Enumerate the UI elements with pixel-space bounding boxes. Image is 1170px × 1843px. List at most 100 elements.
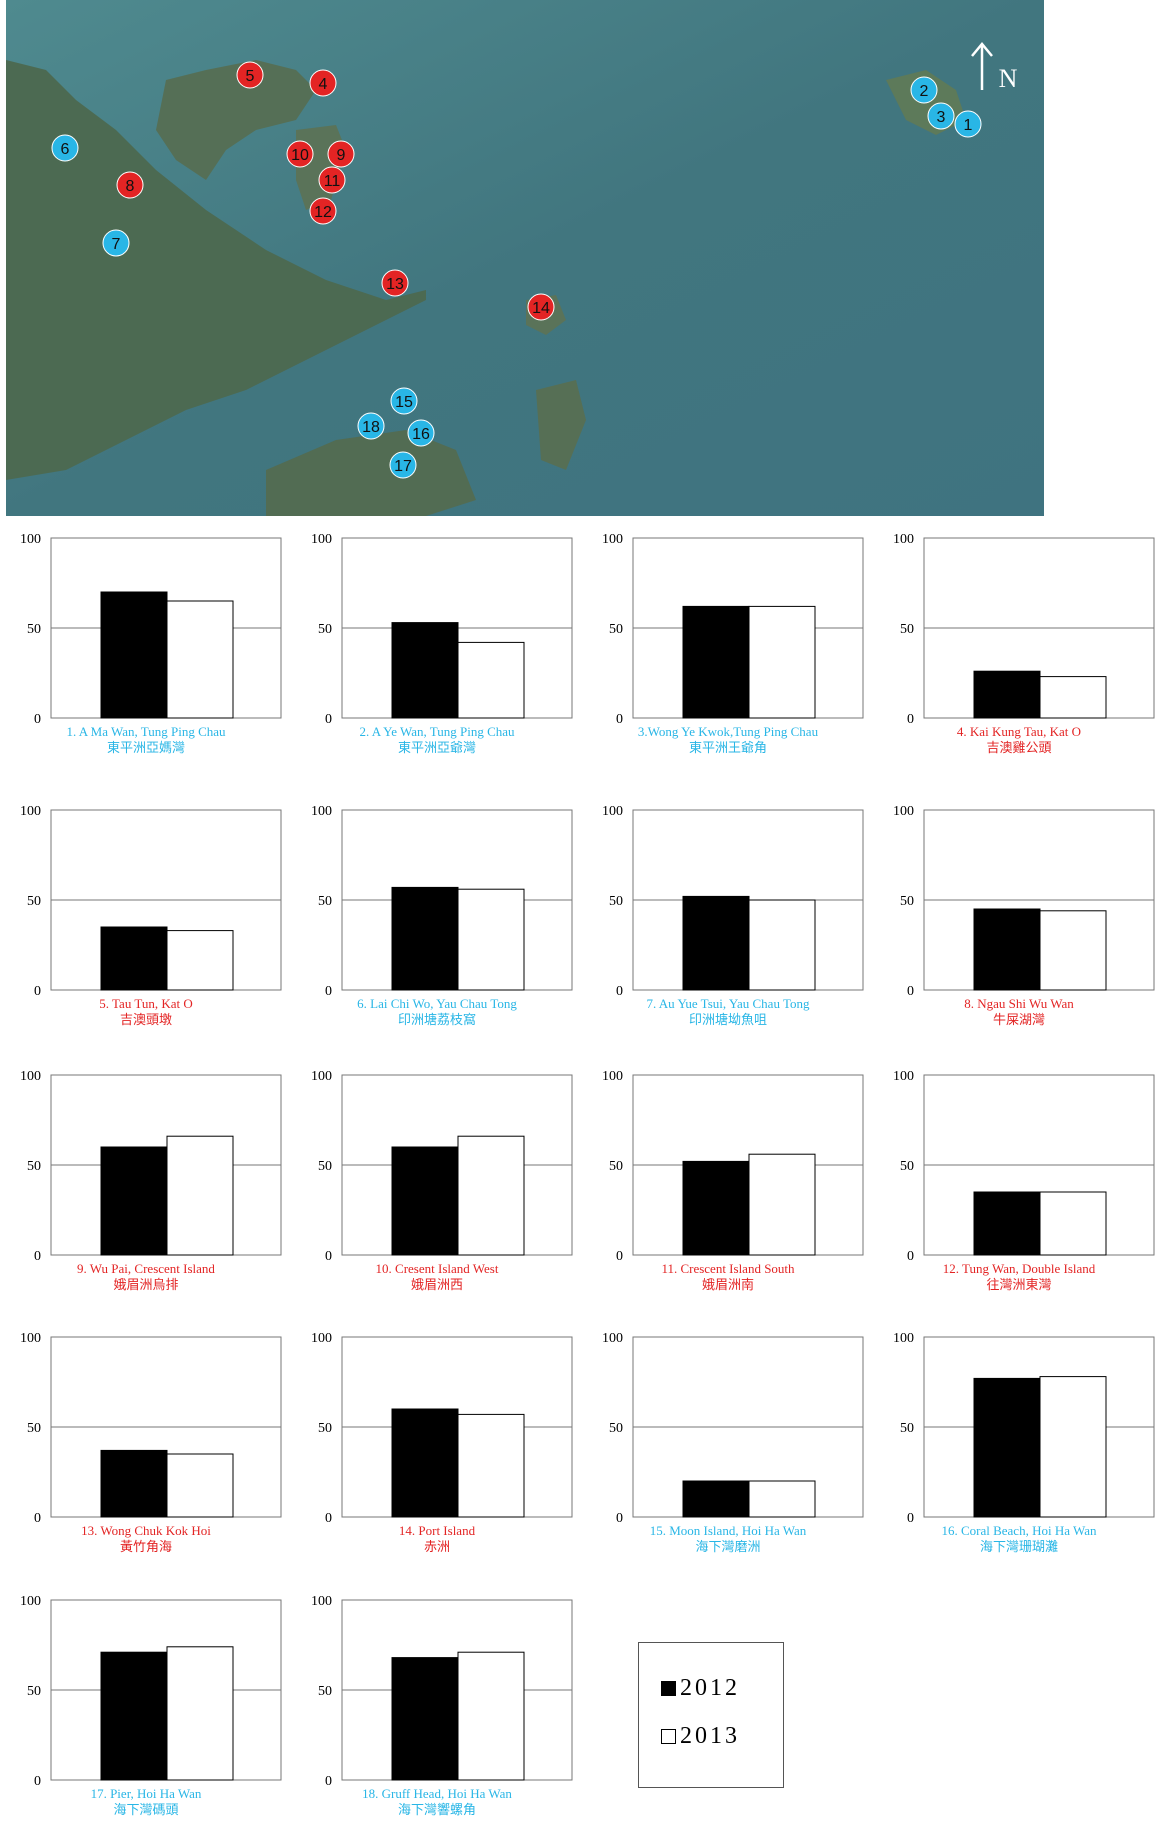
y-tick-label: 50	[900, 622, 914, 637]
bar-2013	[457, 888, 525, 991]
map-marker-11: 11	[318, 166, 346, 194]
map-marker-18: 18	[357, 412, 385, 440]
site-caption-zh: 赤洲	[424, 1540, 450, 1555]
y-tick-label: 100	[20, 532, 41, 547]
peninsula-north	[156, 60, 316, 180]
bar-2013	[166, 600, 234, 719]
y-tick-label: 100	[20, 1594, 41, 1609]
map-marker-number: 13	[386, 276, 404, 293]
map-marker-5: 5	[236, 61, 264, 89]
site-caption-en: 4. Kai Kung Tau, Kat O	[957, 724, 1081, 739]
site-caption-en: 7. Au Yue Tsui, Yau Chau Tong	[647, 996, 810, 1011]
map-marker-10: 10	[286, 140, 314, 168]
bar-2013	[457, 1651, 525, 1781]
map-marker-number: 9	[337, 147, 346, 164]
map-marker-number: 11	[324, 173, 341, 190]
map-marker-16: 16	[407, 419, 435, 447]
site-caption-en: 3.Wong Ye Kwok,Tung Ping Chau	[638, 724, 819, 739]
bar-2012	[973, 670, 1041, 719]
site-caption-zh: 東平洲亞媽灣	[107, 740, 185, 756]
y-tick-label: 0	[616, 1511, 623, 1526]
bar-2012	[682, 605, 750, 719]
y-tick-label: 0	[616, 1249, 623, 1264]
map-marker-circle	[389, 451, 417, 479]
map-marker-8: 8	[116, 171, 144, 199]
legend: 2012 2013	[638, 1642, 784, 1788]
map-marker-number: 7	[112, 236, 121, 253]
y-tick-label: 100	[602, 1331, 623, 1346]
y-tick-label: 0	[616, 984, 623, 999]
site-chart-14: 0 50 100 14. Port Island 赤洲	[311, 1331, 573, 1555]
y-tick-label: 100	[311, 1331, 332, 1346]
y-tick-label: 0	[907, 1249, 914, 1264]
site-caption-en: 17. Pier, Hoi Ha Wan	[91, 1786, 202, 1801]
y-tick-label: 50	[609, 894, 623, 909]
y-tick-label: 100	[893, 804, 914, 819]
y-tick-label: 100	[602, 804, 623, 819]
y-tick-label: 50	[27, 622, 41, 637]
y-tick-label: 100	[311, 1594, 332, 1609]
site-caption-zh: 娥眉洲烏排	[113, 1277, 178, 1293]
map-marker-9: 9	[327, 140, 355, 168]
y-tick-label: 50	[609, 622, 623, 637]
map-marker-number: 2	[920, 83, 929, 100]
bar-2012	[973, 1377, 1041, 1518]
y-tick-label: 0	[34, 984, 41, 999]
site-caption-en: 5. Tau Tun, Kat O	[99, 996, 192, 1011]
y-tick-label: 0	[325, 1511, 332, 1526]
y-tick-label: 0	[325, 984, 332, 999]
bar-2012	[682, 895, 750, 991]
y-tick-label: 50	[318, 1684, 332, 1699]
legend-label-2012: 2012	[680, 1675, 740, 1701]
bar-2013	[166, 1646, 234, 1781]
y-tick-label: 100	[311, 804, 332, 819]
bar-2013	[166, 930, 234, 991]
bar-2013	[1039, 676, 1107, 719]
legend-swatch-2012	[661, 1681, 676, 1696]
y-tick-label: 50	[27, 1421, 41, 1436]
site-caption-en: 11. Crescent Island South	[661, 1261, 795, 1276]
site-caption-en: 9. Wu Pai, Crescent Island	[77, 1261, 215, 1276]
y-tick-label: 50	[27, 894, 41, 909]
bar-2012	[100, 591, 168, 719]
bar-2012	[100, 1449, 168, 1518]
map-marker-circle	[910, 76, 938, 104]
map-marker-number: 17	[394, 458, 412, 475]
map-marker-2: 2	[910, 76, 938, 104]
map-marker-number: 3	[937, 109, 946, 126]
bar-2012	[391, 886, 459, 991]
bar-2012	[100, 1146, 168, 1256]
site-caption-en: 13. Wong Chuk Kok Hoi	[81, 1523, 211, 1538]
map-marker-number: 6	[61, 141, 70, 158]
y-tick-label: 0	[907, 984, 914, 999]
map-marker-circle	[318, 166, 346, 194]
y-tick-label: 100	[20, 804, 41, 819]
site-caption-zh: 海下灣碼頭	[113, 1803, 178, 1818]
map-marker-circle	[390, 387, 418, 415]
site-caption-en: 12. Tung Wan, Double Island	[943, 1261, 1096, 1276]
site-caption-zh: 東平洲亞爺灣	[398, 740, 476, 756]
y-tick-label: 50	[27, 1684, 41, 1699]
site-caption-zh: 吉澳頭墩	[120, 1012, 172, 1028]
site-chart-3: 0 50 100 3.Wong Ye Kwok,Tung Ping Chau東平洲王爺…	[602, 532, 864, 756]
y-tick-label: 0	[616, 712, 623, 727]
bar-2013	[166, 1135, 234, 1256]
bar-2012	[682, 1160, 750, 1256]
site-caption-en: 10. Cresent Island West	[376, 1261, 499, 1276]
site-caption-zh: 吉澳雞公頭	[986, 740, 1051, 756]
map-marker-number: 18	[362, 419, 380, 436]
map-marker-4: 4	[309, 69, 337, 97]
map-marker-circle	[286, 140, 314, 168]
bar-2012	[100, 926, 168, 991]
map-marker-number: 14	[532, 300, 550, 317]
map-marker-number: 8	[126, 178, 135, 195]
site-caption-zh: 海下灣磨洲	[695, 1540, 760, 1555]
site-caption-en: 14. Port Island	[399, 1523, 476, 1538]
bar-2013	[457, 1413, 525, 1518]
